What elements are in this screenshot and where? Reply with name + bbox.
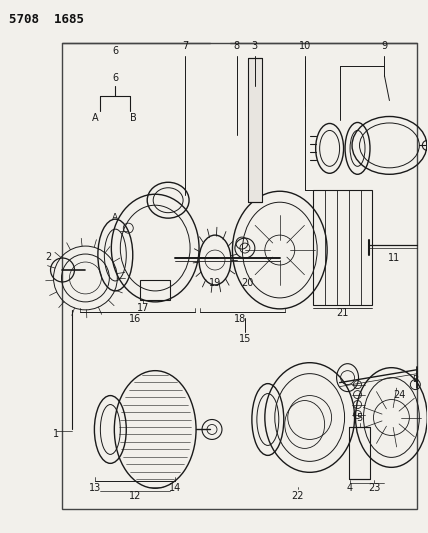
Text: 14: 14 — [169, 483, 181, 494]
Text: 22: 22 — [291, 491, 304, 501]
Text: 7: 7 — [182, 41, 188, 51]
Text: 13: 13 — [89, 483, 101, 494]
Text: 20: 20 — [242, 278, 254, 288]
Text: 24: 24 — [393, 390, 406, 400]
Text: 2: 2 — [45, 252, 52, 262]
Text: 12: 12 — [129, 491, 141, 501]
Bar — [62, 43, 417, 509]
Text: 23: 23 — [368, 483, 380, 494]
Text: 5: 5 — [357, 414, 363, 424]
Text: 17: 17 — [137, 303, 149, 313]
Text: 10: 10 — [299, 41, 311, 51]
Bar — [348, 427, 371, 479]
Text: 8: 8 — [234, 41, 240, 51]
Text: B: B — [412, 375, 419, 384]
Bar — [313, 190, 372, 305]
Text: 1: 1 — [53, 430, 59, 440]
Text: A: A — [112, 213, 119, 222]
Text: 16: 16 — [129, 314, 141, 324]
Text: 4: 4 — [347, 483, 353, 494]
Text: 21: 21 — [336, 308, 349, 318]
Bar — [140, 280, 170, 300]
Text: B: B — [130, 112, 137, 123]
Text: 15: 15 — [239, 334, 251, 344]
Text: 6: 6 — [112, 46, 119, 55]
Text: 3: 3 — [252, 41, 258, 51]
Bar — [248, 58, 262, 202]
Text: A: A — [92, 112, 99, 123]
Text: 5708  1685: 5708 1685 — [9, 13, 83, 26]
Text: 18: 18 — [234, 314, 246, 324]
Text: 11: 11 — [388, 253, 401, 263]
Text: 19: 19 — [209, 278, 221, 288]
Text: 6: 6 — [112, 72, 119, 83]
Text: 9: 9 — [381, 41, 387, 51]
